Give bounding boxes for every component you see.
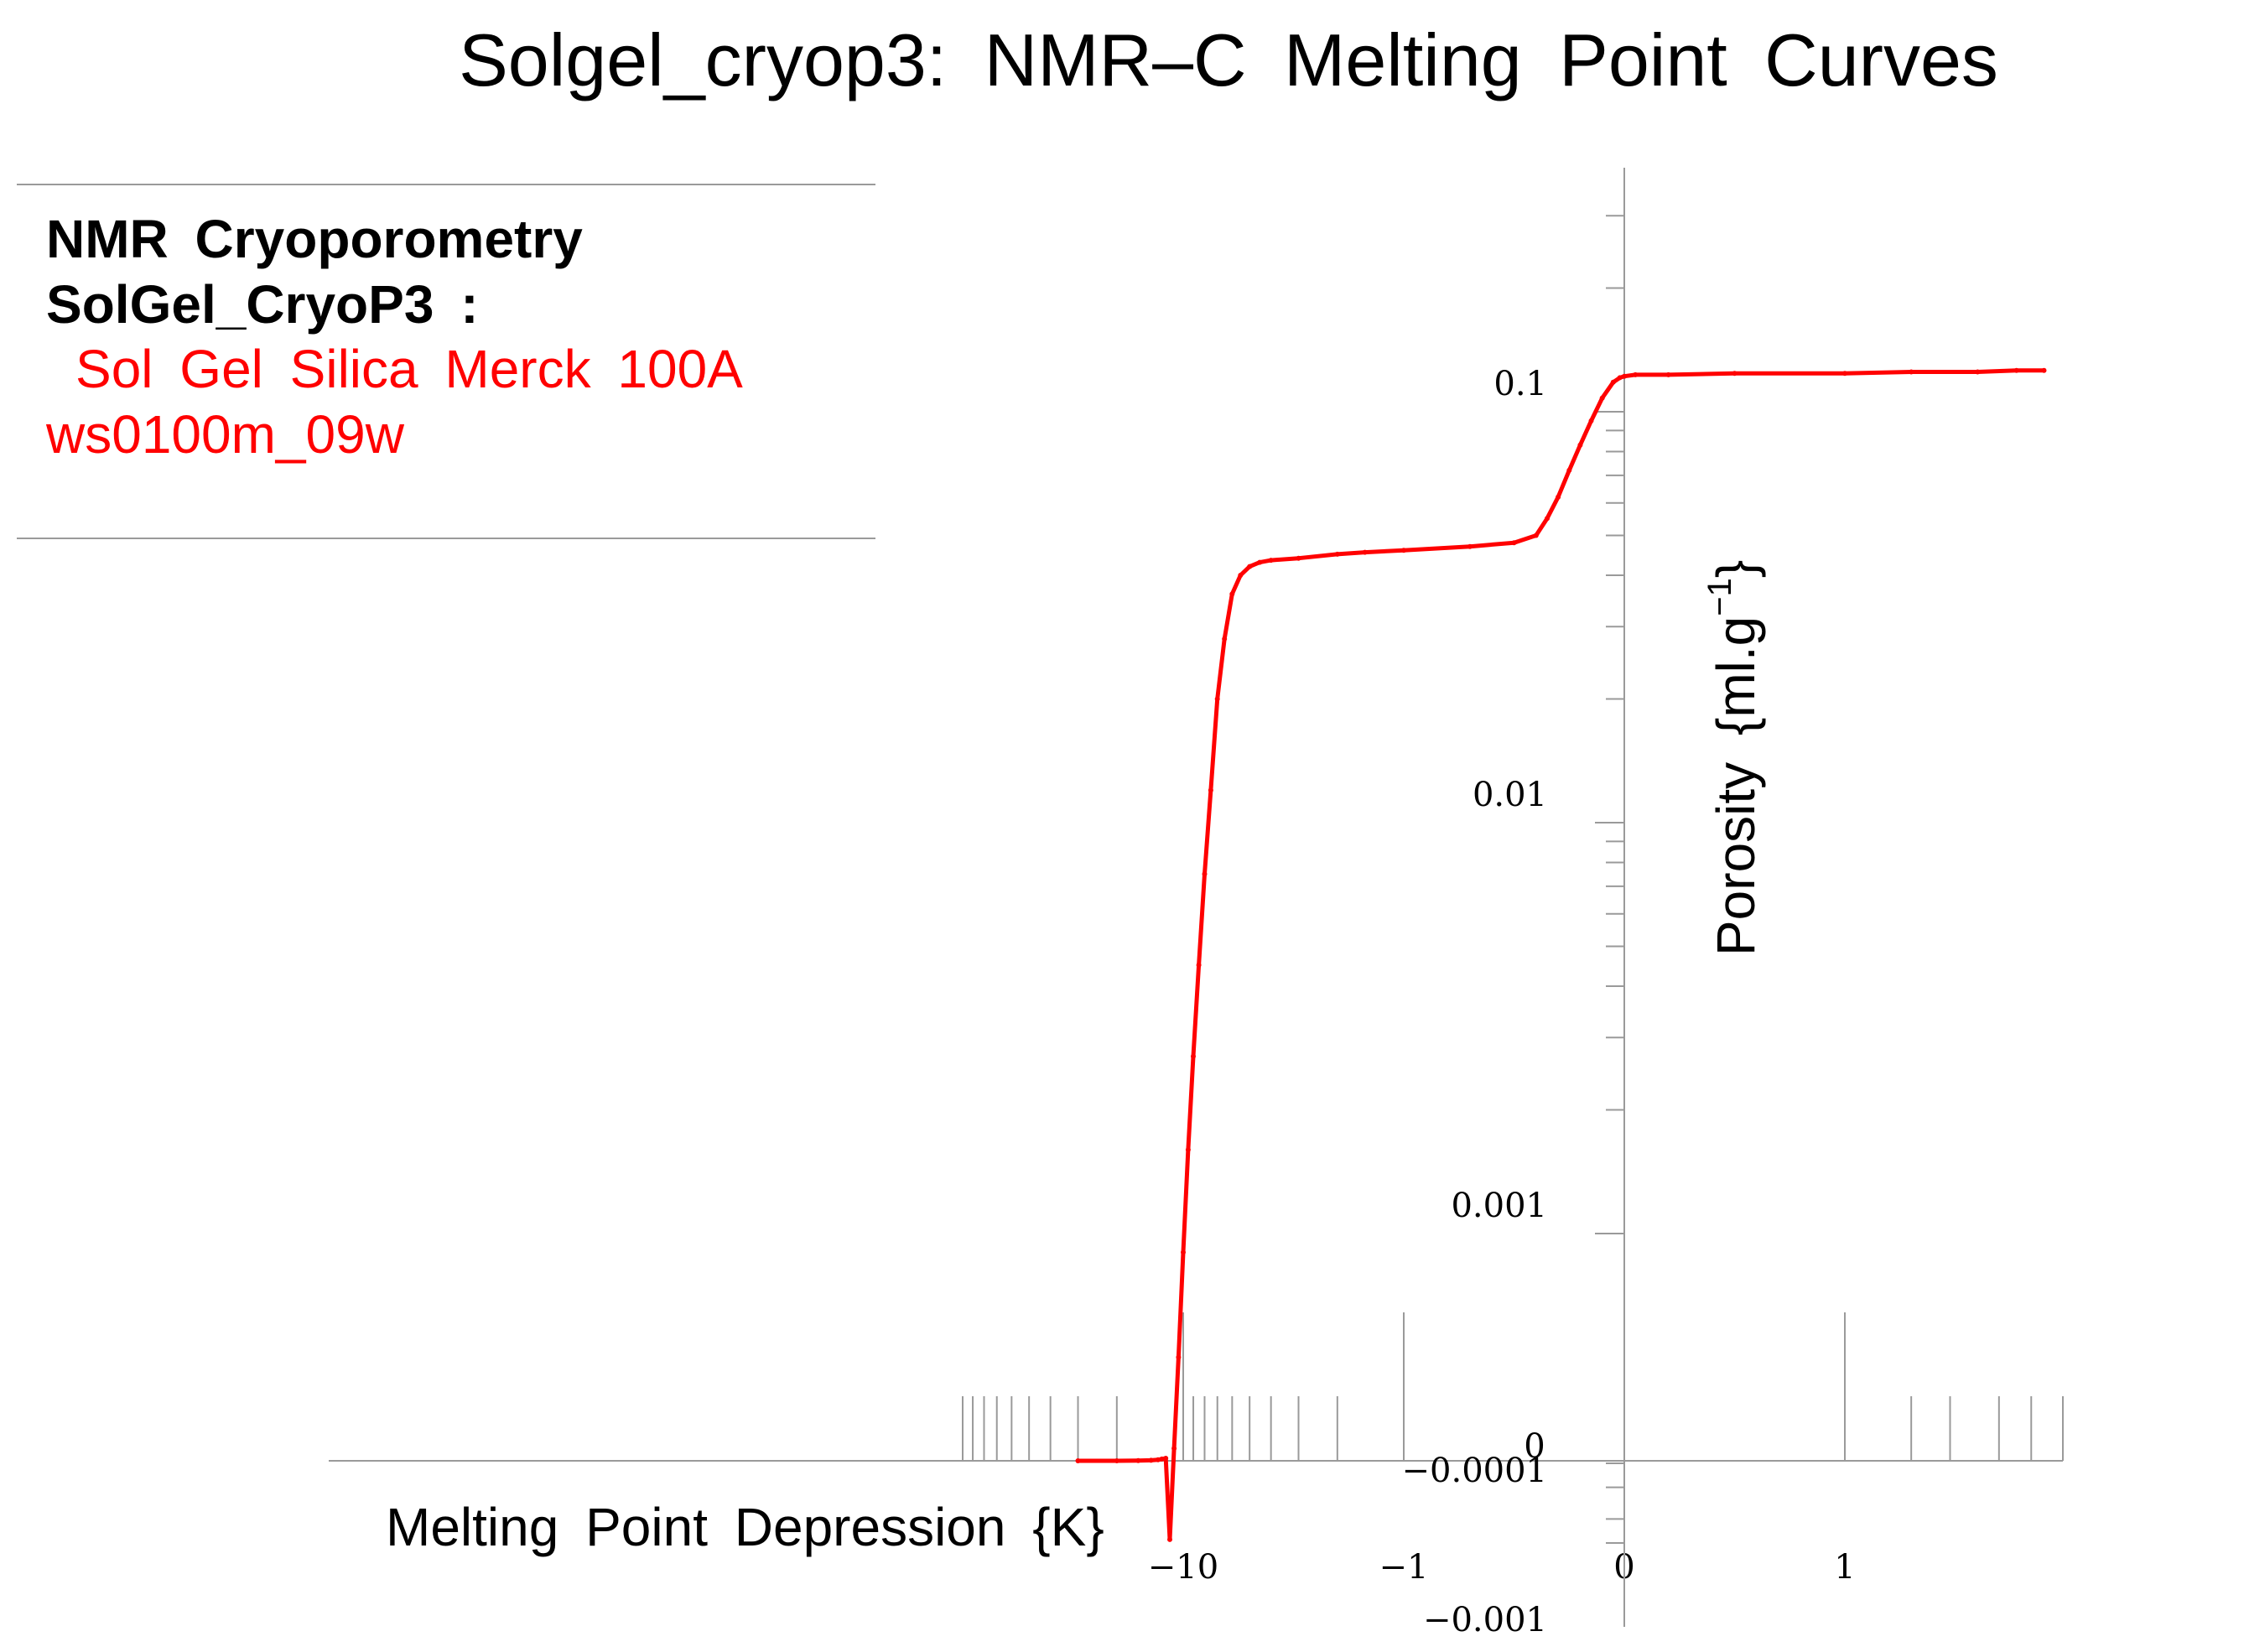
data-point (1159, 1456, 1165, 1462)
data-point (1617, 375, 1623, 381)
data-point (1196, 962, 1202, 968)
series-layer (1075, 367, 2047, 1542)
data-point (1163, 1456, 1169, 1461)
data-point (1075, 1458, 1081, 1463)
data-point (1171, 1446, 1177, 1452)
data-point (1511, 540, 1517, 546)
legend-heading-line-2: SolGel_CryoP3 : (46, 274, 479, 335)
data-point (1114, 1458, 1119, 1463)
data-point (1167, 1536, 1172, 1542)
data-point (1467, 543, 1473, 549)
data-point (1533, 532, 1539, 538)
y-axis: 0.1 0.01 0.001 0−0.0001 −0.001 (1402, 168, 1625, 1639)
data-point (1577, 442, 1583, 448)
data-point (1148, 1457, 1154, 1463)
data-point (1401, 548, 1406, 553)
data-point (1257, 559, 1263, 565)
data-point (1975, 369, 1981, 375)
data-point (1362, 549, 1368, 555)
data-point (1229, 591, 1235, 597)
data-point (1222, 636, 1228, 642)
y-axis-label-group: Porosity {ml.g−1} (1701, 560, 1766, 956)
y-axis-label-main: Porosity {ml.g (1706, 616, 1766, 956)
data-point (1588, 418, 1594, 423)
data-point (1135, 1457, 1141, 1463)
data-point (1156, 1457, 1161, 1462)
data-point (1202, 871, 1208, 877)
x-axis-tick-labels: −10 −1 0 1 (1148, 1548, 1856, 1587)
y-axis-label-suffix: } (1706, 560, 1766, 578)
series-line-0 (1076, 368, 2046, 1542)
data-point (1566, 467, 1572, 473)
y-axis-tick-labels: 0.1 0.01 0.001 0−0.0001 −0.001 (1402, 365, 1547, 1639)
data-point (1208, 787, 1213, 793)
data-point (1610, 379, 1616, 385)
data-point (1247, 564, 1253, 569)
data-point (1296, 555, 1301, 561)
data-point (1185, 1147, 1191, 1152)
x-tick-label: −10 (1148, 1548, 1218, 1587)
y-tick-label: 0.1 (1493, 365, 1547, 403)
data-point (1545, 516, 1550, 522)
data-point (1732, 371, 1738, 377)
legend: NMR Cryoporometry SolGel_CryoP3 : Sol Ge… (17, 184, 875, 539)
x-axis-ticks (962, 1312, 2064, 1461)
data-point (1665, 371, 1671, 377)
x-axis: −10 −1 0 1 (329, 1312, 2064, 1587)
legend-entry-2: ws0100m_09w (45, 404, 405, 465)
x-axis-label: Melting Point Depression {K} (386, 1497, 1104, 1557)
data-point (1842, 371, 1847, 377)
data-point (1909, 369, 1914, 375)
chart-title: Solgel_cryop3: NMR–C Melting Point Curve… (459, 18, 1998, 101)
y-axis-label: Porosity {ml.g−1} (1701, 560, 1766, 956)
y-axis-label-exponent: −1 (1701, 578, 1738, 616)
data-point (2041, 367, 2047, 373)
data-point (1214, 696, 1220, 702)
legend-entry-1: Sol Gel Silica Merck 100A (75, 339, 743, 399)
x-tick-label: 1 (1834, 1548, 1855, 1587)
data-point (1191, 1053, 1196, 1059)
data-point (1334, 551, 1340, 557)
data-point (1556, 494, 1561, 500)
y-tick-label: −0.001 (1423, 1601, 1547, 1639)
data-point (1238, 573, 1244, 578)
data-point (1181, 1249, 1186, 1255)
data-point (2013, 367, 2019, 373)
data-point (1176, 1354, 1182, 1360)
y-tick-label: −0.0001 (1402, 1452, 1547, 1490)
data-point (1622, 373, 1627, 379)
data-point (1599, 395, 1605, 401)
legend-heading-line-1: NMR Cryoporometry (46, 209, 583, 269)
y-tick-label: 0.01 (1473, 776, 1547, 814)
y-tick-label: 0.001 (1451, 1187, 1547, 1225)
y-tick-label: 0 (1524, 1427, 1545, 1466)
data-point (1633, 371, 1639, 377)
data-point (1268, 558, 1274, 564)
x-tick-label: −1 (1379, 1548, 1429, 1587)
y-axis-ticks (1595, 215, 1624, 1544)
